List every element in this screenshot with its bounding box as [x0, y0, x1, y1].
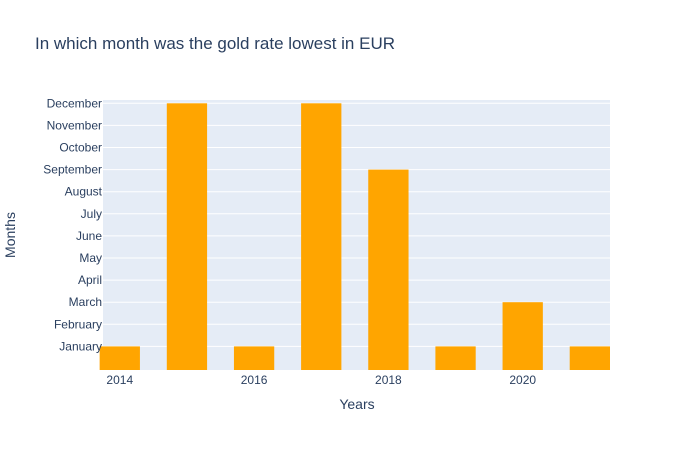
bar-2015	[166, 103, 208, 371]
y-tick-labels: January February March April May June July Augu…	[43, 96, 102, 353]
y-tick-label-may: May	[79, 251, 102, 265]
x-tick-label-2020: 2020	[509, 373, 536, 387]
chart-title: In which month was the gold rate lowest …	[35, 34, 396, 53]
y-tick-label-february: February	[54, 317, 102, 331]
y-tick-label-august: August	[65, 185, 103, 199]
y-tick-label-november: November	[47, 118, 102, 132]
bar-2021	[569, 346, 610, 370]
bar-2016	[233, 346, 275, 370]
y-tick-label-october: October	[59, 141, 102, 155]
y-tick-label-july: July	[81, 207, 102, 221]
y-tick-label-june: June	[76, 229, 102, 243]
y-tick-label-september: September	[43, 163, 102, 177]
y-axis-title: Months	[2, 212, 18, 258]
bar-2017	[301, 103, 342, 371]
bar-2014	[99, 346, 140, 370]
x-tick-label-2016: 2016	[241, 373, 268, 387]
x-axis-title: Years	[339, 396, 375, 412]
bar-2019	[435, 346, 476, 370]
x-tick-label-2014: 2014	[106, 373, 133, 387]
x-tick-labels: 2014 2016 2018 2020	[106, 373, 536, 387]
bar-2018	[368, 169, 409, 370]
y-tick-label-march: March	[69, 295, 102, 309]
bars	[99, 103, 610, 371]
y-tick-label-december: December	[47, 96, 102, 110]
x-tick-label-2018: 2018	[375, 373, 402, 387]
y-tick-label-april: April	[78, 273, 102, 287]
bar-2020	[502, 302, 543, 370]
y-tick-label-january: January	[59, 339, 102, 353]
